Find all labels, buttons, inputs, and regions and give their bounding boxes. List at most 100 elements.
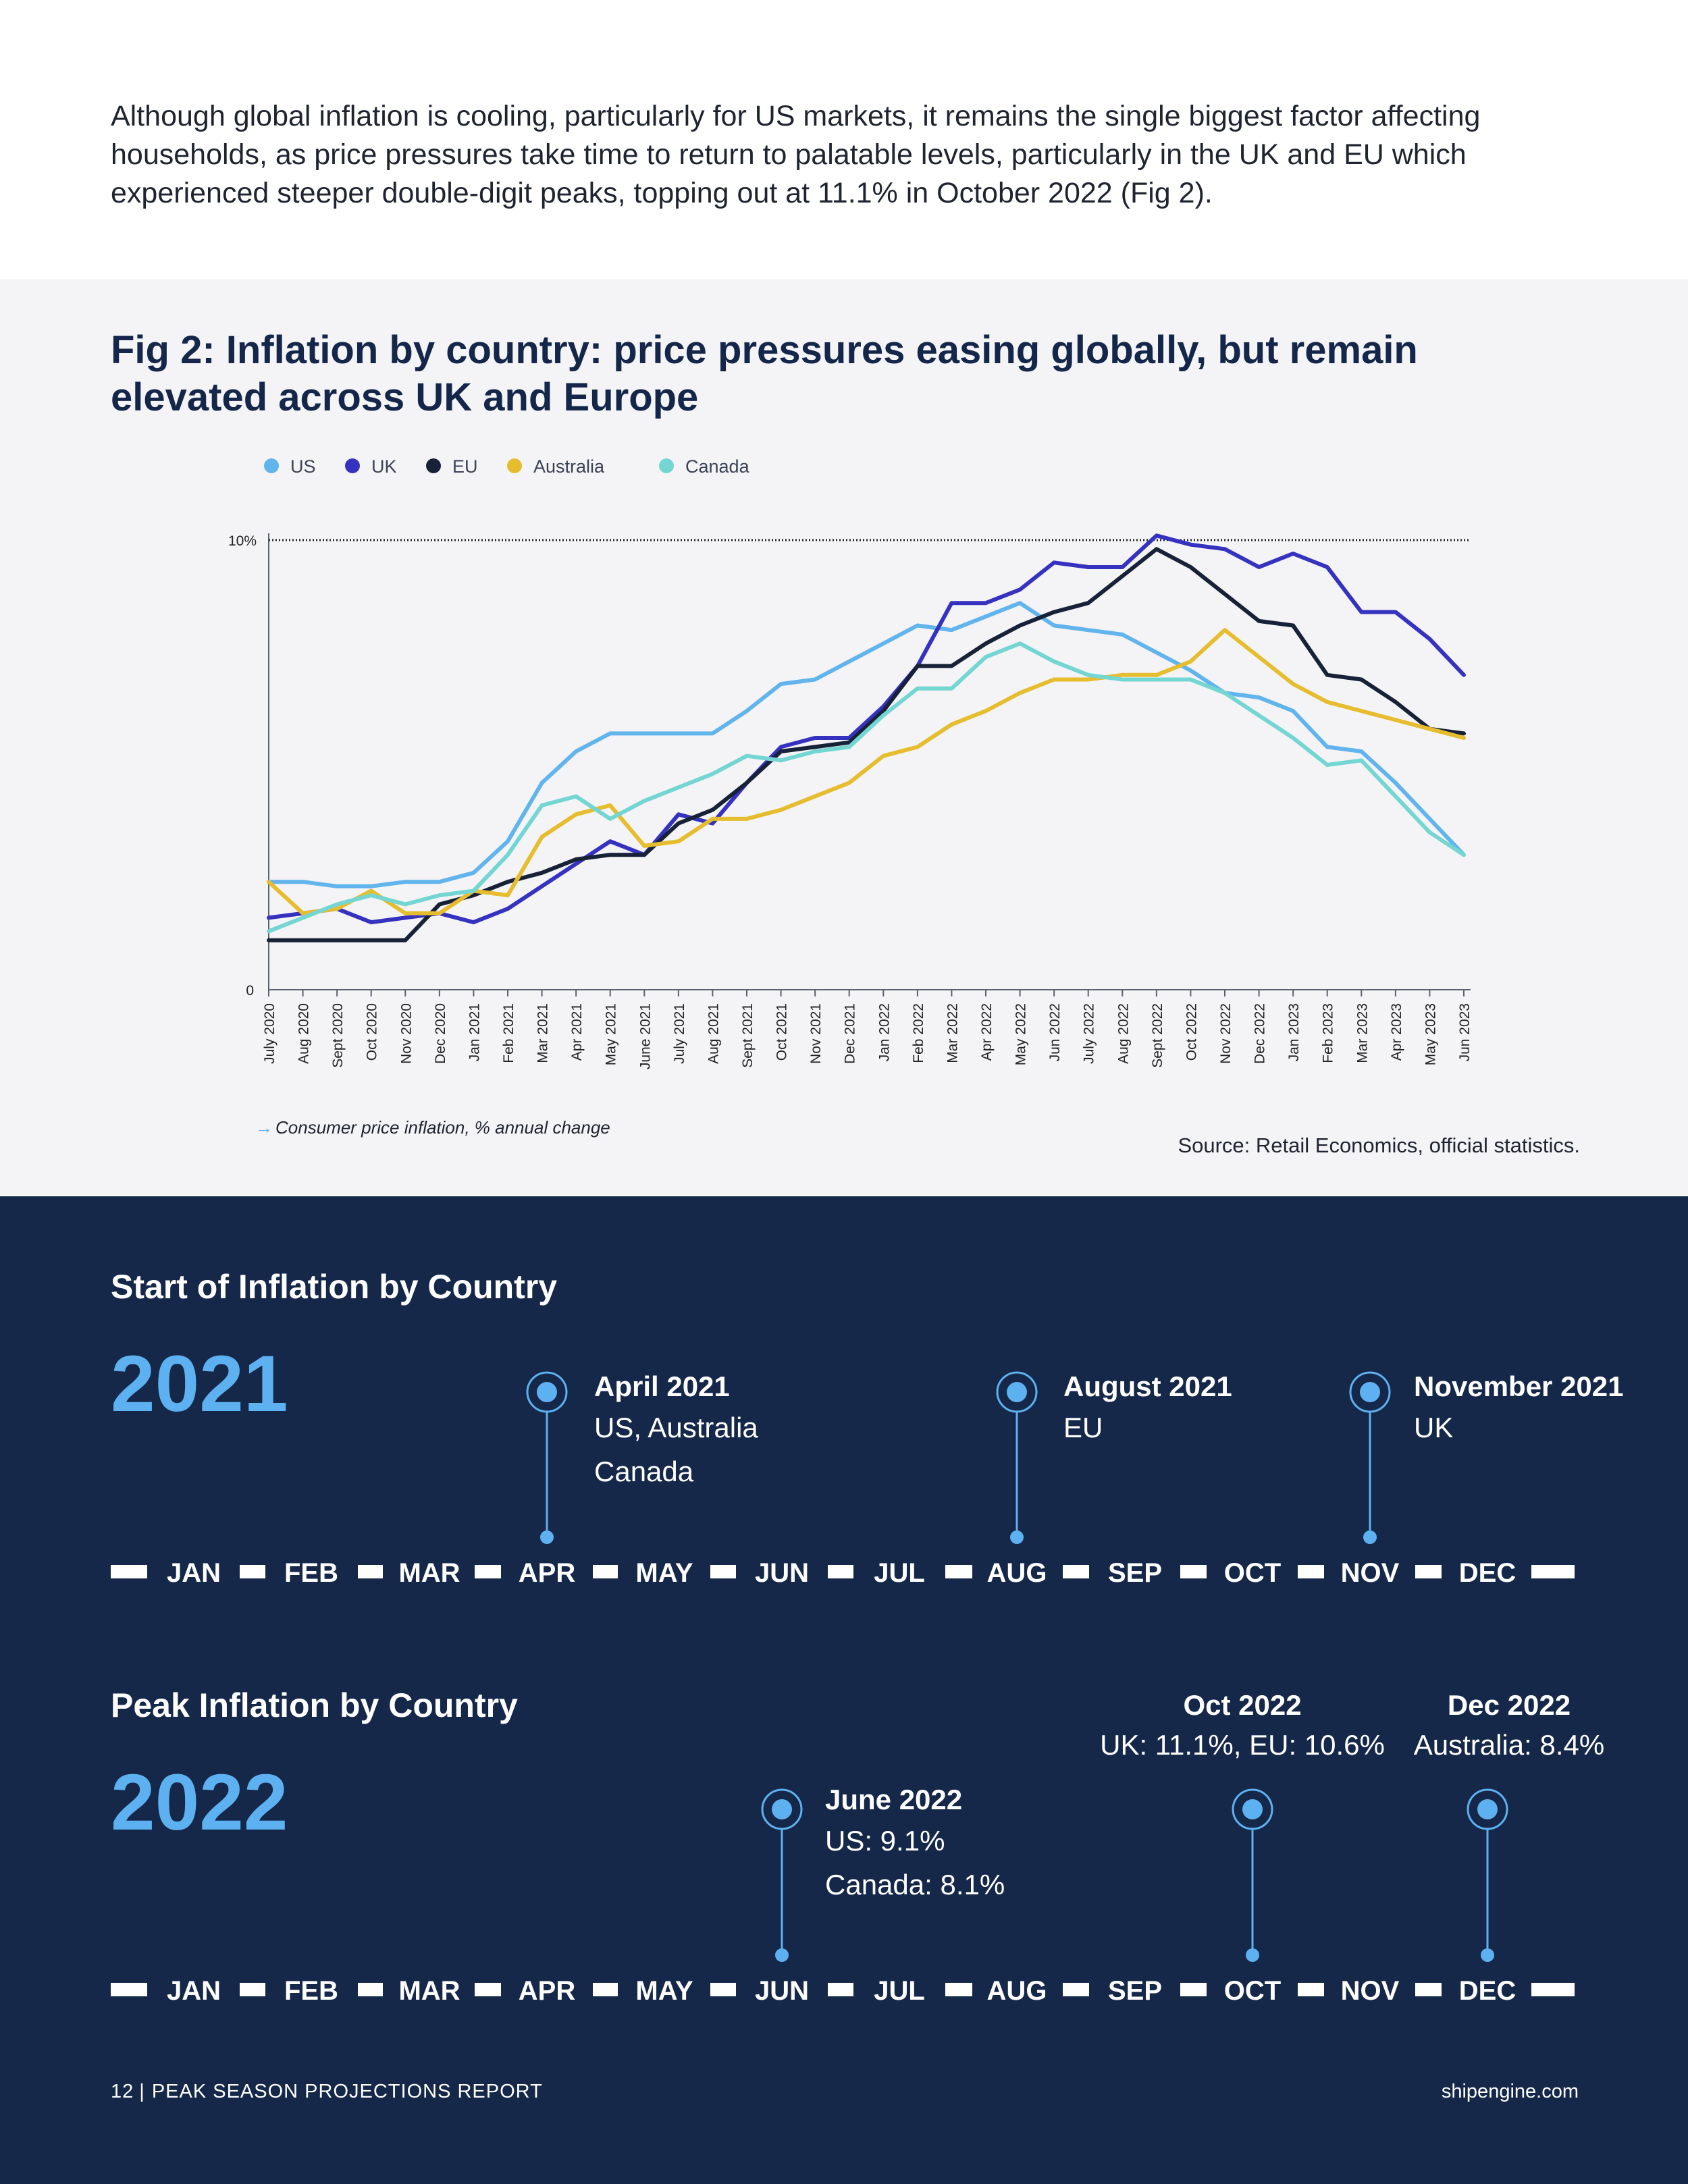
x-tick-label: Feb 2022 (911, 1003, 926, 1063)
timeline-segment (593, 1983, 618, 1996)
peak-timeline-month-feb: FEB (284, 1976, 338, 2006)
legend-uk-marker (345, 458, 360, 473)
peak-timeline-month-jan: JAN (167, 1976, 221, 2006)
inflation-line-chart: US UK EU Australia Canada 0 10% July 2020 Aug 20… (228, 456, 1473, 1138)
x-tick-label: May 2021 (604, 1003, 619, 1065)
timeline-segment (475, 1983, 501, 1996)
x-tick-label: Apr 2023 (1389, 1003, 1404, 1061)
start-event-april-line2: Canada (594, 1456, 694, 1487)
peak-timeline-month-jun: JUN (755, 1976, 809, 2006)
timeline-segment (828, 1565, 853, 1578)
series-line-us (267, 601, 1466, 888)
x-tick-label: Sept 2020 (330, 1003, 346, 1068)
legend-canada-marker (659, 458, 674, 473)
start-timeline-month-aug: AUG (987, 1558, 1047, 1588)
x-tick-label: Oct 2022 (1184, 1003, 1199, 1061)
start-timeline-pin-icon (526, 1371, 568, 1544)
peak-timeline-month-dec: DEC (1459, 1976, 1516, 2006)
x-tick-label: Apr 2021 (569, 1003, 585, 1061)
x-tick-label: July 2022 (1082, 1003, 1097, 1064)
x-tick-label: Feb 2021 (501, 1003, 517, 1063)
timeline-segment (828, 1983, 853, 1996)
peak-timeline-year: 2022 (111, 1758, 288, 1847)
intro-section: Although global inflation is cooling, pa… (0, 0, 1688, 279)
peak-timeline-pin-icon (761, 1788, 803, 1962)
figure-section: Fig 2: Inflation by country: price press… (0, 279, 1688, 1196)
start-timeline-pin-icon (1349, 1371, 1391, 1544)
x-tick-label: Oct 2021 (774, 1003, 790, 1061)
peak-timeline-pin-icon (1232, 1788, 1273, 1962)
start-timeline-pin-icon (996, 1371, 1038, 1544)
peak-timeline-month-oct: OCT (1224, 1976, 1281, 2006)
timeline-segment (111, 1565, 147, 1578)
series-line-canada (267, 641, 1466, 934)
timeline-segment (1180, 1983, 1207, 1996)
x-tick-label: June 2021 (637, 1003, 653, 1069)
start-timeline-month-nov: NOV (1341, 1558, 1400, 1588)
x-tick-label: Sept 2021 (740, 1003, 756, 1068)
timeline-segment (358, 1983, 383, 1996)
x-tick-label: July 2021 (672, 1003, 687, 1064)
start-event-april-title: April 2021 (594, 1370, 730, 1402)
peak-event-june-line1: US: 9.1% (825, 1825, 945, 1857)
start-timeline-month-may: MAY (635, 1558, 693, 1588)
x-tick-label: Dec 2021 (843, 1003, 858, 1064)
peak-timeline-month-mar: MAR (398, 1976, 460, 2006)
start-event-november-title: November 2021 (1414, 1370, 1624, 1402)
x-tick-label: Nov 2021 (808, 1003, 824, 1064)
start-timeline-month-jun: JUN (755, 1558, 809, 1588)
legend-australia-label: Australia (533, 456, 605, 477)
start-timeline-month-mar: MAR (398, 1558, 460, 1588)
footer-website: shipengine.com (1441, 2081, 1579, 2102)
start-timeline-month-jul: JUL (874, 1558, 925, 1588)
timeline-segment (1298, 1983, 1324, 1996)
x-tick-label: Sept 2022 (1150, 1003, 1165, 1068)
timeline-segment (593, 1565, 618, 1578)
peak-timeline-heading: Peak Inflation by Country (111, 1686, 518, 1724)
start-timeline-month-oct: OCT (1224, 1558, 1281, 1588)
timeline-segment (945, 1983, 972, 1996)
x-tick-label: Mar 2022 (945, 1003, 960, 1063)
timeline-segment (945, 1565, 972, 1578)
start-timeline-month-jan: JAN (167, 1558, 221, 1588)
start-timeline-month-sep: SEP (1108, 1558, 1162, 1588)
x-tick-label: Feb 2023 (1321, 1003, 1336, 1063)
start-event-april-line1: US, Australia (594, 1412, 758, 1443)
legend-eu-marker (426, 458, 441, 473)
x-tick-label: Nov 2022 (1218, 1003, 1234, 1064)
timeline-segment (710, 1983, 736, 1996)
peak-timeline-month-apr: APR (519, 1976, 576, 2006)
timeline-segment (1415, 1565, 1442, 1578)
footer-separator: | (139, 2081, 145, 2102)
legend-us-marker (264, 458, 279, 473)
peak-event-dec-line1: Australia: 8.4% (1413, 1729, 1605, 1761)
legend-australia-marker (507, 458, 522, 473)
start-timeline-month-apr: APR (519, 1558, 576, 1588)
chart-caption: Consumer price inflation, % annual chang… (275, 1117, 610, 1138)
legend-us-label: US (290, 456, 316, 477)
timeline-segment (475, 1565, 501, 1578)
x-tick-label: Mar 2021 (535, 1003, 551, 1063)
legend-eu-label: EU (452, 456, 478, 477)
peak-timeline-pin-icon (1467, 1788, 1508, 1962)
peak-timeline-month-may: MAY (635, 1976, 693, 2006)
peak-timeline-graphic: JAN FEB MAR APR MAY JUN JUL AUG SEP OCT NOV DEC (111, 1788, 1575, 2006)
timeline-segment (1415, 1983, 1442, 1996)
x-tick-label: Jan 2023 (1286, 1003, 1302, 1061)
start-event-november-line1: UK (1414, 1412, 1454, 1443)
start-timeline-month-feb: FEB (284, 1558, 338, 1588)
peak-event-june-title: June 2022 (825, 1784, 963, 1815)
timeline-segment (111, 1983, 147, 1996)
timeline-segment (1180, 1565, 1207, 1578)
x-tick-label: Dec 2020 (433, 1003, 448, 1064)
timeline-segment (358, 1565, 383, 1578)
x-tick-label: Apr 2022 (979, 1003, 995, 1061)
x-tick-label: Aug 2021 (706, 1003, 721, 1064)
timeline-segment (1531, 1565, 1575, 1578)
timeline-segment (1063, 1983, 1089, 1996)
peak-timeline-month-aug: AUG (987, 1976, 1047, 2006)
timeline-segment (240, 1983, 265, 1996)
legend-canada-label: Canada (685, 456, 750, 477)
series-line-uk (267, 533, 1466, 925)
peak-event-oct-title: Oct 2022 (1183, 1689, 1302, 1721)
